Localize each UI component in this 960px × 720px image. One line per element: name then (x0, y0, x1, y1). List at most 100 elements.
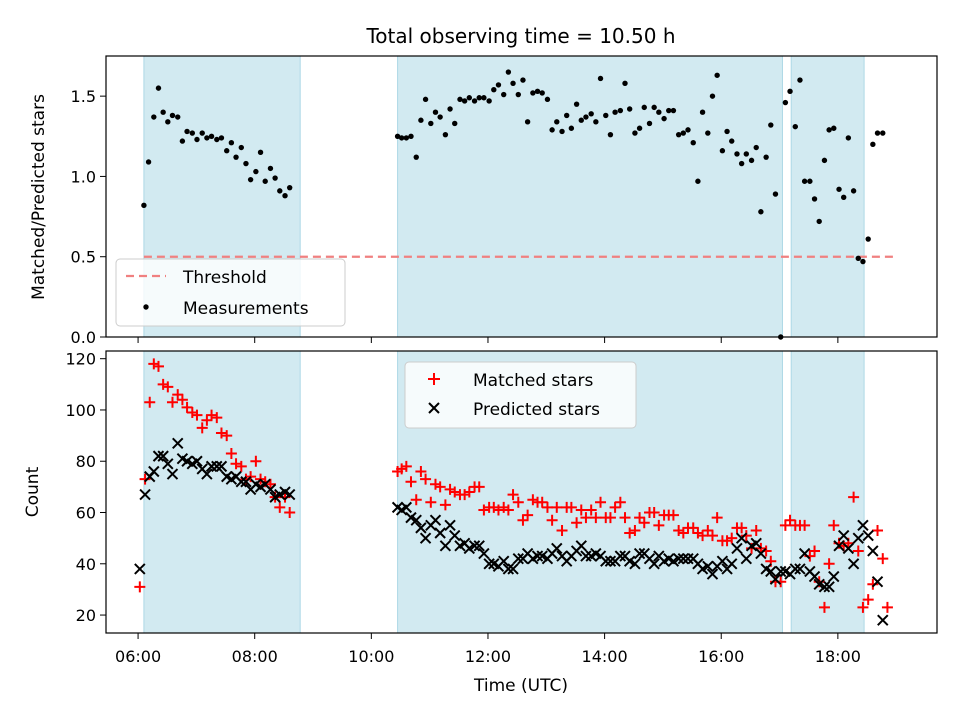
measurement-point (836, 186, 842, 192)
measurement-point (831, 125, 837, 131)
measurement-point (447, 106, 453, 112)
y-tick-label: 0.0 (71, 328, 96, 347)
predicted-star-marker (789, 563, 802, 575)
predicted-star-marker (152, 450, 165, 462)
measurement-point (282, 192, 288, 199)
matched-star-marker (828, 519, 840, 531)
measurement-point (520, 77, 526, 83)
measurement-point (622, 80, 628, 86)
matched-star-marker (478, 504, 490, 516)
measurement-point (763, 154, 769, 160)
matched-star-marker (585, 504, 597, 516)
measurement-point (826, 127, 832, 133)
matched-star-marker (711, 512, 723, 524)
measurement-point (398, 135, 405, 141)
measurement-point (709, 93, 716, 99)
measurement-point (626, 106, 633, 112)
matched-star-marker (522, 509, 534, 521)
predicted-star-marker (235, 476, 248, 488)
matched-star-marker (857, 601, 869, 613)
measurement-point (743, 151, 750, 157)
measurement-point (228, 140, 235, 146)
measurement-point (394, 133, 401, 139)
predicted-star-marker (798, 547, 811, 560)
measurement-point (277, 188, 283, 194)
measurement-point (816, 218, 822, 225)
measurement-point (641, 104, 647, 111)
matched-star-marker (250, 455, 262, 467)
x-axis-label: Time (UTC) (473, 676, 568, 696)
ratio-panel-frame (105, 55, 938, 338)
measurement-point (432, 109, 439, 115)
predicted-star-marker (740, 552, 753, 565)
measurement-points (141, 69, 886, 340)
measurement-point (160, 109, 166, 115)
predicted-star-marker (862, 529, 874, 542)
measurement-point (501, 91, 507, 98)
predicted-star-marker (702, 560, 714, 573)
matched-star-marker (575, 504, 587, 516)
matched-star-marker (580, 512, 592, 524)
predicted-star-marker (575, 540, 587, 552)
measurement-point (855, 255, 861, 262)
matched-star-marker (595, 496, 607, 508)
predicted-star-marker (439, 540, 452, 552)
y-tick-label: 60 (76, 504, 96, 523)
matched-star-marker (784, 514, 796, 526)
measurement-point (874, 130, 881, 136)
matched-star-marker (152, 360, 164, 372)
predicted-star-marker (828, 570, 840, 583)
measurement-point (646, 120, 653, 127)
measurement-point (758, 209, 764, 215)
predicted-star-marker (139, 488, 151, 501)
matched-star-marker (410, 494, 422, 506)
predicted-star-marker (166, 468, 179, 480)
predicted-star-marker (842, 542, 855, 555)
x-tick-label: 14:00 (582, 647, 628, 666)
measurement-point (617, 107, 624, 114)
matched-star-marker (400, 460, 412, 472)
predicted-star-marker (162, 458, 174, 470)
measurement-point (588, 111, 594, 117)
ratio-y-axis: 0.0 0.5 1.0 1.5 (71, 87, 106, 347)
matched-star-marker (848, 491, 860, 503)
predicted-star-marker (473, 540, 485, 552)
measurement-point (738, 160, 745, 167)
predicted-star-marker (415, 522, 427, 534)
predicted-star-marker (750, 537, 762, 549)
measurement-point (471, 98, 478, 104)
measurement-point (734, 151, 740, 157)
matched-star-marker (492, 504, 504, 516)
matched-star-marker (284, 507, 296, 519)
predicted-star-marker (498, 555, 510, 567)
predicted-star-marker (775, 565, 787, 578)
measurement-point (850, 188, 857, 194)
measurement-point (530, 90, 536, 96)
matched-star-marker (565, 501, 577, 513)
matched-star-marker (507, 489, 519, 501)
measurement-point (568, 125, 575, 131)
predicted-star-marker (434, 527, 446, 539)
predicted-star-marker (833, 540, 845, 552)
measurement-point (865, 236, 871, 242)
matched-star-marker (609, 501, 621, 513)
y-tick-label: 1.0 (71, 167, 96, 186)
predicted-star-marker (419, 532, 432, 544)
measurement-point (787, 88, 793, 95)
matched-star-marker (697, 530, 709, 542)
matched-star-marker (144, 396, 156, 408)
predicted-star-marker (507, 563, 519, 575)
measurement-point (204, 135, 210, 141)
matched-star-marker (872, 524, 884, 536)
measurement-point (151, 114, 157, 120)
matched-star-marker (425, 496, 437, 508)
measurement-point (286, 184, 293, 191)
measurement-point (495, 82, 502, 88)
measurement-point (418, 117, 424, 123)
matched-star-marker (206, 409, 218, 421)
predicted-star-points (134, 437, 889, 626)
y-tick-label: 20 (76, 606, 96, 625)
predicted-star-marker (478, 547, 490, 560)
measurements-legend-label: Measurements (183, 299, 309, 319)
matched-star-marker (176, 394, 188, 406)
